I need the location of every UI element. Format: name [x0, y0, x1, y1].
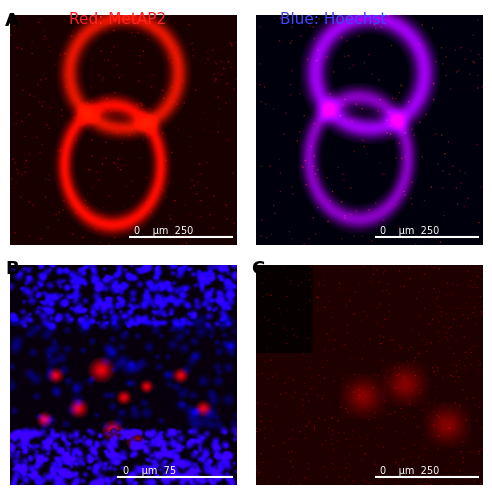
Text: C: C [251, 260, 264, 278]
Text: 0    μm  75: 0 μm 75 [123, 466, 176, 476]
Text: Blue: Hoechst: Blue: Hoechst [280, 12, 387, 28]
Text: Red: MetAP2: Red: MetAP2 [69, 12, 166, 28]
Text: 0    μm  250: 0 μm 250 [134, 226, 193, 236]
Text: 0    μm  250: 0 μm 250 [380, 466, 439, 476]
Text: 0    μm  250: 0 μm 250 [380, 226, 439, 236]
Text: A: A [5, 12, 19, 30]
Text: B: B [5, 260, 19, 278]
